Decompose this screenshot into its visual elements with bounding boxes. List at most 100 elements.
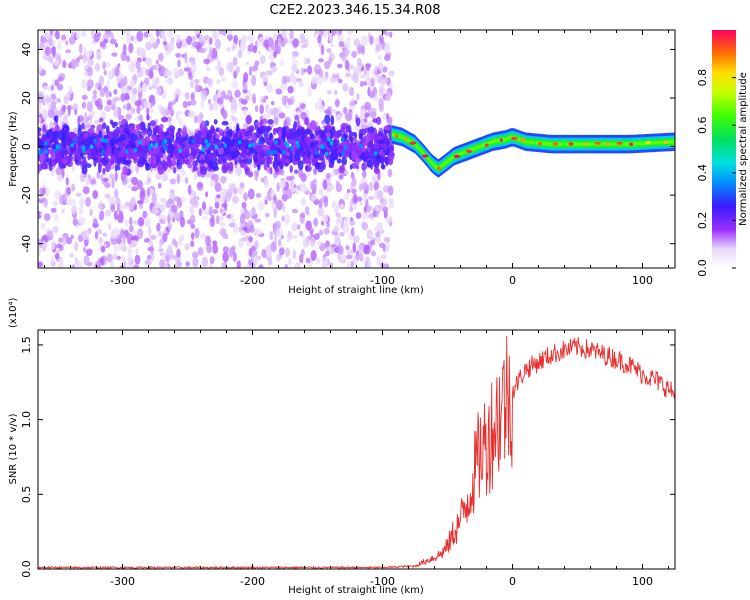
noise-speckle	[288, 258, 292, 266]
noise-speckle	[235, 166, 243, 176]
noise-speckle	[66, 187, 72, 196]
noise-speckle	[173, 67, 179, 77]
noise-speckle	[325, 250, 330, 257]
noise-speckle	[130, 78, 136, 87]
noise-speckle	[121, 255, 126, 264]
noise-speckle	[370, 77, 375, 87]
noise-speckle	[50, 207, 57, 213]
noise-hotspot	[70, 143, 74, 148]
noise-speckle	[257, 50, 261, 55]
noise-speckle	[54, 253, 60, 260]
noise-speckle	[291, 209, 299, 214]
noise-speckle	[111, 177, 115, 189]
noise-speckle	[318, 96, 323, 107]
noise-speckle	[51, 240, 56, 250]
noise-speckle	[346, 30, 354, 35]
noise-speckle	[206, 77, 213, 85]
noise-speckle	[351, 74, 356, 81]
noise-speckle	[85, 248, 93, 257]
noise-band-cell	[124, 122, 129, 133]
signal-hotspot	[616, 141, 623, 145]
noise-speckle	[41, 240, 47, 252]
noise-speckle	[368, 181, 374, 192]
noise-speckle	[248, 66, 253, 77]
noise-speckle	[38, 116, 42, 124]
noise-speckle	[125, 230, 129, 238]
noise-speckle	[362, 193, 368, 202]
noise-speckle	[290, 186, 296, 193]
noise-speckle	[353, 38, 360, 48]
noise-speckle	[203, 58, 210, 64]
noise-speckle	[264, 195, 269, 202]
noise-speckle	[361, 222, 369, 231]
noise-speckle	[189, 214, 196, 224]
noise-speckle	[123, 260, 127, 268]
noise-speckle	[338, 174, 344, 180]
noise-speckle	[66, 196, 72, 206]
noise-band-cell	[209, 140, 215, 146]
noise-speckle	[119, 203, 126, 210]
noise-speckle	[368, 92, 376, 98]
noise-speckle	[350, 229, 355, 236]
noise-hotspot	[343, 145, 348, 150]
noise-speckle	[62, 105, 66, 112]
noise-speckle	[228, 61, 233, 71]
noise-speckle	[208, 99, 211, 104]
noise-speckle	[359, 201, 363, 206]
noise-speckle	[205, 235, 211, 246]
noise-speckle	[42, 54, 48, 60]
noise-speckle	[71, 264, 76, 268]
noise-speckle	[267, 54, 275, 60]
noise-speckle	[57, 40, 62, 51]
noise-speckle	[171, 204, 178, 213]
noise-speckle	[380, 254, 387, 260]
noise-speckle	[266, 70, 273, 76]
noise-speckle	[384, 31, 391, 36]
noise-speckle	[199, 47, 206, 54]
noise-speckle	[241, 237, 247, 242]
noise-speckle	[38, 261, 44, 268]
noise-speckle	[335, 204, 339, 211]
noise-speckle	[196, 182, 203, 189]
noise-speckle	[370, 250, 377, 257]
noise-speckle	[155, 173, 162, 180]
noise-band-cell	[263, 161, 268, 171]
signal-hotspot	[499, 138, 503, 142]
noise-speckle	[62, 60, 67, 69]
noise-hotspot	[191, 138, 196, 144]
noise-speckle	[82, 53, 87, 64]
noise-band-cell	[229, 146, 235, 151]
y-tick-label: 0.0	[20, 560, 33, 578]
signal-hotspot	[437, 166, 442, 170]
noise-speckle	[370, 107, 377, 112]
noise-speckle	[335, 113, 342, 123]
noise-speckle	[43, 213, 51, 221]
noise-speckle	[133, 35, 138, 44]
noise-speckle	[259, 104, 265, 115]
noise-band-cell	[317, 167, 324, 173]
noise-speckle	[183, 67, 190, 72]
noise-speckle	[365, 256, 371, 262]
noise-speckle	[105, 30, 110, 34]
noise-speckle	[46, 230, 54, 241]
noise-speckle	[326, 48, 332, 53]
noise-speckle	[105, 209, 112, 217]
noise-speckle	[165, 78, 172, 84]
noise-speckle	[155, 77, 160, 85]
noise-speckle	[262, 98, 267, 103]
noise-band-cell	[81, 122, 85, 130]
noise-band-cell	[289, 150, 293, 157]
noise-band-cell	[221, 120, 229, 126]
noise-speckle	[374, 65, 378, 72]
noise-band-cell	[215, 134, 220, 139]
noise-speckle	[108, 196, 116, 205]
noise-band-cell	[289, 165, 293, 173]
noise-speckle	[345, 37, 352, 42]
noise-speckle	[299, 182, 307, 193]
noise-speckle	[184, 92, 190, 100]
noise-speckle	[221, 30, 228, 36]
noise-speckle	[301, 44, 307, 49]
noise-band-cell	[222, 137, 228, 143]
noise-band-cell	[294, 114, 300, 121]
noise-speckle	[55, 167, 63, 176]
